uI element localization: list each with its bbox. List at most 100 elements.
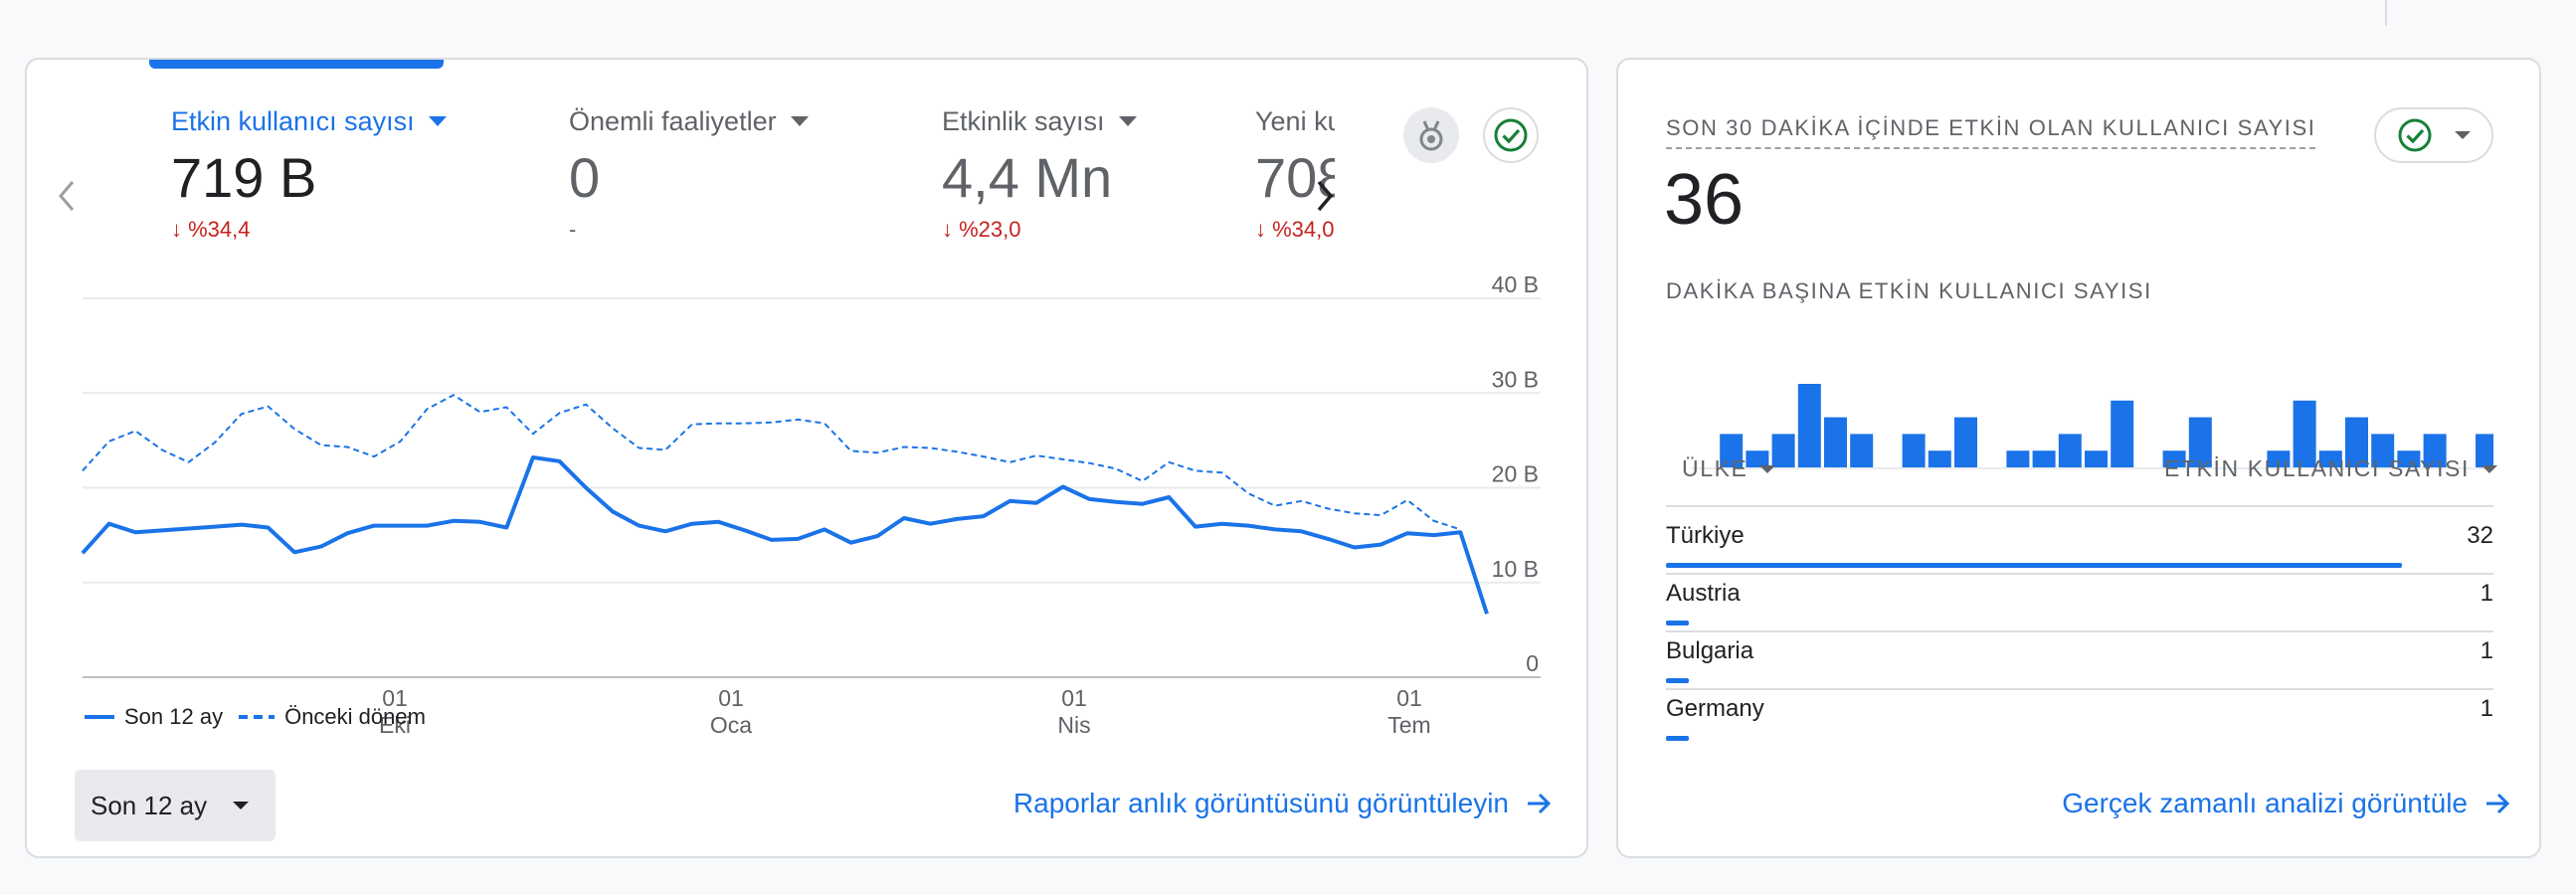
country-name: Bulgaria [1666,637,1754,664]
minute-bar[interactable] [1902,434,1926,467]
metric-value: 4,4 Mn [942,146,1113,209]
metric-delta-value: %23,0 [959,217,1021,242]
insights-button[interactable] [1403,107,1459,163]
legend-item-current: Son 12 ay [85,704,223,730]
share-bar [1666,621,1690,626]
metric-value: 719 B [171,146,317,209]
selected-tab-indicator [149,60,444,69]
caret-down-icon [790,116,809,126]
minute-bar[interactable] [1928,450,1951,467]
metric-tab-key-events[interactable]: Önemli faaliyetler 0 - [569,99,809,249]
svg-text:01: 01 [1061,685,1087,711]
solid-line-swatch [85,715,114,719]
chevron-right-icon [1313,178,1337,214]
country-users: 32 [2467,522,2493,549]
table-row[interactable]: Germany 1 [1666,690,2493,748]
y-tick-label: 30 B [1492,366,1539,392]
minute-bar[interactable] [2188,417,2212,467]
svg-text:01: 01 [1396,685,1422,711]
data-status-button[interactable] [1483,107,1539,163]
previous-metric-button[interactable] [47,176,87,216]
y-tick-label: 40 B [1492,271,1539,297]
minute-bar[interactable] [1771,434,1795,467]
metric-delta-value: - [569,217,577,242]
metric-delta: ↓ %34,4 [171,217,447,243]
table-row[interactable]: Türkiye 32 [1666,517,2493,575]
country-users: 1 [2480,695,2493,722]
arrow-down-icon: ↓ [942,217,953,242]
users-column-label: ETKİN KULLANICI SAYISI [2163,455,2470,481]
period-select[interactable]: Son 12 ay [75,770,276,841]
table-row[interactable]: Bulgaria 1 [1666,632,2493,690]
legend-label: Son 12 ay [124,704,224,729]
minute-bar[interactable] [2267,450,2291,467]
metric-delta: ↓ %23,0 [942,217,1137,243]
chart-legend: Son 12 ay Önceki dönem [85,704,426,730]
arrow-down-icon: ↓ [171,217,182,242]
country-column-label: ÜLKE [1682,455,1748,481]
country-column-header[interactable]: ÜLKE [1682,455,1776,482]
per-minute-chart [1692,384,2493,469]
minute-bar[interactable] [2111,400,2134,467]
check-circle-icon [2397,117,2433,153]
realtime-status-button[interactable] [2374,107,2493,163]
check-circle-icon [1493,117,1529,153]
minute-bar[interactable] [2058,434,2082,467]
realtime-analysis-link[interactable]: Gerçek zamanlı analizi görüntüle [2062,788,2511,819]
row-divider [1666,688,2493,690]
metric-title-row: Önemli faaliyetler [569,99,809,143]
minute-bar[interactable] [2423,434,2447,467]
table-header-divider [1666,505,2493,507]
table-row[interactable]: Austria 1 [1666,575,2493,632]
metric-tab-new-users[interactable]: Yeni ku 708 ↓ %34,0 [1255,99,1335,249]
minute-bar[interactable] [2397,450,2421,467]
per-minute-title: DAKİKA BAŞINA ETKİN KULLANICI SAYISI [1666,278,2152,303]
arrow-right-icon [2484,790,2511,817]
minute-bar[interactable] [1850,434,1874,467]
reports-snapshot-link[interactable]: Raporlar anlık görüntüsünü görüntüleyin [1013,788,1553,819]
caret-down-icon [1759,464,1776,473]
next-metric-button[interactable] [1305,176,1345,216]
legend-label: Önceki dönem [284,704,426,729]
svg-text:Nis: Nis [1057,712,1090,738]
minute-bar[interactable] [1746,450,1769,467]
minute-bar[interactable] [2006,450,2030,467]
country-table: Türkiye 32 Austria 1 Bulgaria 1 Germany … [1666,517,2493,748]
realtime-title[interactable]: SON 30 DAKİKA İÇİNDE ETKİN OLAN KULLANIC… [1666,115,2316,149]
metric-title-row: Yeni ku [1255,99,1335,143]
svg-text:Oca: Oca [710,712,752,738]
svg-text:Eki: Eki [379,712,411,738]
minute-bar[interactable] [1720,434,1744,467]
users-column-header[interactable]: ETKİN KULLANICI SAYISI [2164,455,2497,482]
row-divider [1666,573,2493,575]
share-bar [1666,563,2403,568]
svg-text:01: 01 [382,685,408,711]
minute-bar[interactable] [2318,450,2342,467]
minute-bar[interactable] [2371,434,2395,467]
metric-title: Etkinlik sayısı [942,105,1105,136]
minute-bar[interactable] [1954,417,1977,467]
minute-bar[interactable] [2162,450,2186,467]
minute-bar[interactable] [2032,450,2056,467]
minute-bar[interactable] [2293,400,2316,467]
caret-down-icon [2455,131,2471,139]
minute-bar[interactable] [1797,384,1821,467]
reports-snapshot-link-label: Raporlar anlık görüntüsünü görüntüleyin [1012,788,1509,818]
metric-delta-value: %34,0 [1272,217,1335,242]
period-select-value: Son 12 ay [91,790,208,820]
country-name: Türkiye [1666,522,1745,549]
dashed-line-swatch [239,715,276,719]
metric-tab-event-count[interactable]: Etkinlik sayısı 4,4 Mn ↓ %23,0 [942,99,1137,249]
caret-down-icon [428,116,447,126]
minute-bar[interactable] [2345,417,2368,467]
arrow-right-icon [1525,790,1553,817]
minute-bar[interactable] [2476,434,2493,467]
minute-bar[interactable] [1824,417,1847,467]
metric-tab-active-users[interactable]: Etkin kullanıcı sayısı 719 B ↓ %34,4 [171,99,447,249]
y-tick-label: 0 [1526,650,1539,676]
chevron-left-icon [55,178,79,214]
series-line-current [81,455,1489,615]
minute-bar[interactable] [2085,450,2108,467]
